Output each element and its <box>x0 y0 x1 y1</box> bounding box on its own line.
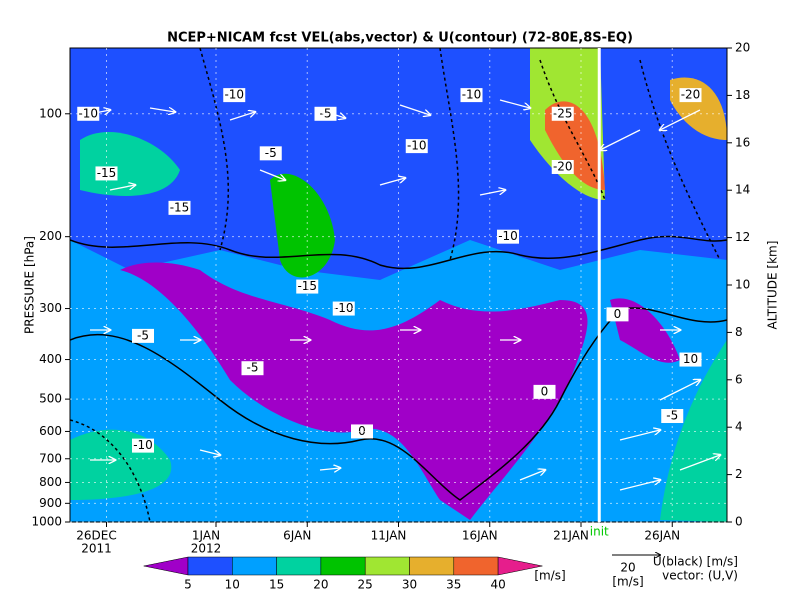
y2-tick-label: 2 <box>735 467 743 481</box>
colorbar-segment <box>409 556 455 576</box>
contour-label-box <box>551 159 574 174</box>
y-tick-label: 1000 <box>31 515 62 529</box>
x-tick-label: 21JAN <box>553 529 589 543</box>
y2-tick-label: 6 <box>735 372 743 386</box>
y2-tick-label: 10 <box>735 278 750 292</box>
field-region <box>270 173 335 278</box>
contour-label: -10 <box>133 438 153 452</box>
contour-label: -5 <box>320 106 332 120</box>
y-axis-label: PRESSURE [hPa] <box>23 236 37 334</box>
colorbar-segment <box>187 556 233 576</box>
contour-label-box <box>405 139 428 154</box>
x-tick-label: 11JAN <box>371 529 407 543</box>
contour-label-box <box>259 146 282 161</box>
contour-label: -10 <box>462 88 482 102</box>
x-tick-label: 26DEC <box>76 529 116 543</box>
contour-label: -5 <box>137 328 149 342</box>
x-year-label: 2012 <box>191 542 222 556</box>
colorbar-segment <box>364 556 410 576</box>
contour-label: -5 <box>247 361 259 375</box>
y-tick-label: 500 <box>39 392 62 406</box>
colorbar-label: 25 <box>358 578 373 592</box>
contour-label-box <box>460 88 483 103</box>
y-tick-label: 800 <box>39 475 62 489</box>
colorbar-label: 20 <box>313 578 328 592</box>
contour-label-box <box>332 301 355 316</box>
y2-tick-label: 14 <box>735 183 750 197</box>
colorbar-label: 30 <box>402 578 417 592</box>
contour-label: -5 <box>265 146 277 160</box>
init-label: init <box>590 525 609 539</box>
x-tick-label: 1JAN <box>192 529 220 543</box>
contour-label-box <box>241 361 264 376</box>
contour-label-box <box>296 279 319 294</box>
contour-label-box <box>168 200 191 215</box>
y-tick-label: 600 <box>39 424 62 438</box>
y2-tick-label: 18 <box>735 88 750 102</box>
y2-tick-label: 4 <box>735 420 743 434</box>
contour-label: 10 <box>683 352 698 366</box>
y-tick-label: 400 <box>39 352 62 366</box>
y-tick-label: 100 <box>39 106 62 120</box>
y2-tick-label: 12 <box>735 230 750 244</box>
x-tick-label: 6JAN <box>283 529 311 543</box>
contour-label: -10 <box>224 88 244 102</box>
vector-legend-value: 20 <box>620 561 635 575</box>
y-tick-label: 700 <box>39 451 62 465</box>
contour-label-box <box>679 88 702 103</box>
contour-label-box <box>533 384 556 399</box>
contour-label-box <box>661 409 684 424</box>
contour-label: -10 <box>334 301 354 315</box>
y-tick-label: 300 <box>39 301 62 315</box>
contour-label: -20 <box>681 88 701 102</box>
contour-label-box <box>314 106 337 121</box>
contour-label: 0 <box>541 384 549 398</box>
contour-label: -15 <box>297 279 317 293</box>
colorbar-unit: [m/s] <box>534 569 565 583</box>
colorbar-label: 10 <box>225 578 240 592</box>
colorbar-segment <box>232 556 277 576</box>
y2-tick-label: 16 <box>735 135 750 149</box>
colorbar-segment <box>276 556 322 576</box>
contour-label-box <box>132 328 154 343</box>
colorbar-segment <box>453 556 499 576</box>
colorbar-label: 40 <box>490 578 505 592</box>
contour-label: -15 <box>97 166 117 180</box>
colorbar-label: 15 <box>269 578 284 592</box>
field-region <box>660 340 727 522</box>
field-region <box>545 101 605 190</box>
field-region <box>120 262 588 520</box>
y2-tick-label: 0 <box>735 515 743 529</box>
vector-note: vector: (U,V) <box>662 569 738 583</box>
contour-label: -10 <box>407 139 427 153</box>
contour-label: -20 <box>553 159 573 173</box>
vector-legend-unit: [m/s] <box>612 575 643 589</box>
contour-label: 0 <box>358 424 366 438</box>
y2-tick-label: 8 <box>735 325 743 339</box>
chart-title: NCEP+NICAM fcst VEL(abs,vector) & U(cont… <box>167 31 633 46</box>
x-tick-label: 26JAN <box>644 529 680 543</box>
contour-label-box <box>351 424 373 439</box>
y2-tick-label: 20 <box>735 41 750 55</box>
contour-label: 0 <box>614 307 622 321</box>
contour-label-box <box>223 88 246 103</box>
contour-note: U(black) [m/s] <box>653 555 738 569</box>
colorbar-segment <box>497 556 543 576</box>
contour-label-box <box>606 307 629 322</box>
contour-label: -15 <box>170 200 190 214</box>
colorbar-label: 5 <box>184 578 192 592</box>
x-year-label: 2011 <box>81 542 112 556</box>
colorbar-segment <box>143 556 189 576</box>
contour-label-box <box>95 166 118 181</box>
contour-label-box <box>132 438 154 453</box>
y-tick-label: 900 <box>39 496 62 510</box>
x-tick-label: 16JAN <box>462 529 498 543</box>
y2-axis-label: ALTITUDE [km] <box>766 241 780 330</box>
y-tick-label: 200 <box>39 229 62 243</box>
contour-label-box <box>679 352 702 367</box>
colorbar-segment <box>320 556 366 576</box>
colorbar-label: 35 <box>446 578 461 592</box>
